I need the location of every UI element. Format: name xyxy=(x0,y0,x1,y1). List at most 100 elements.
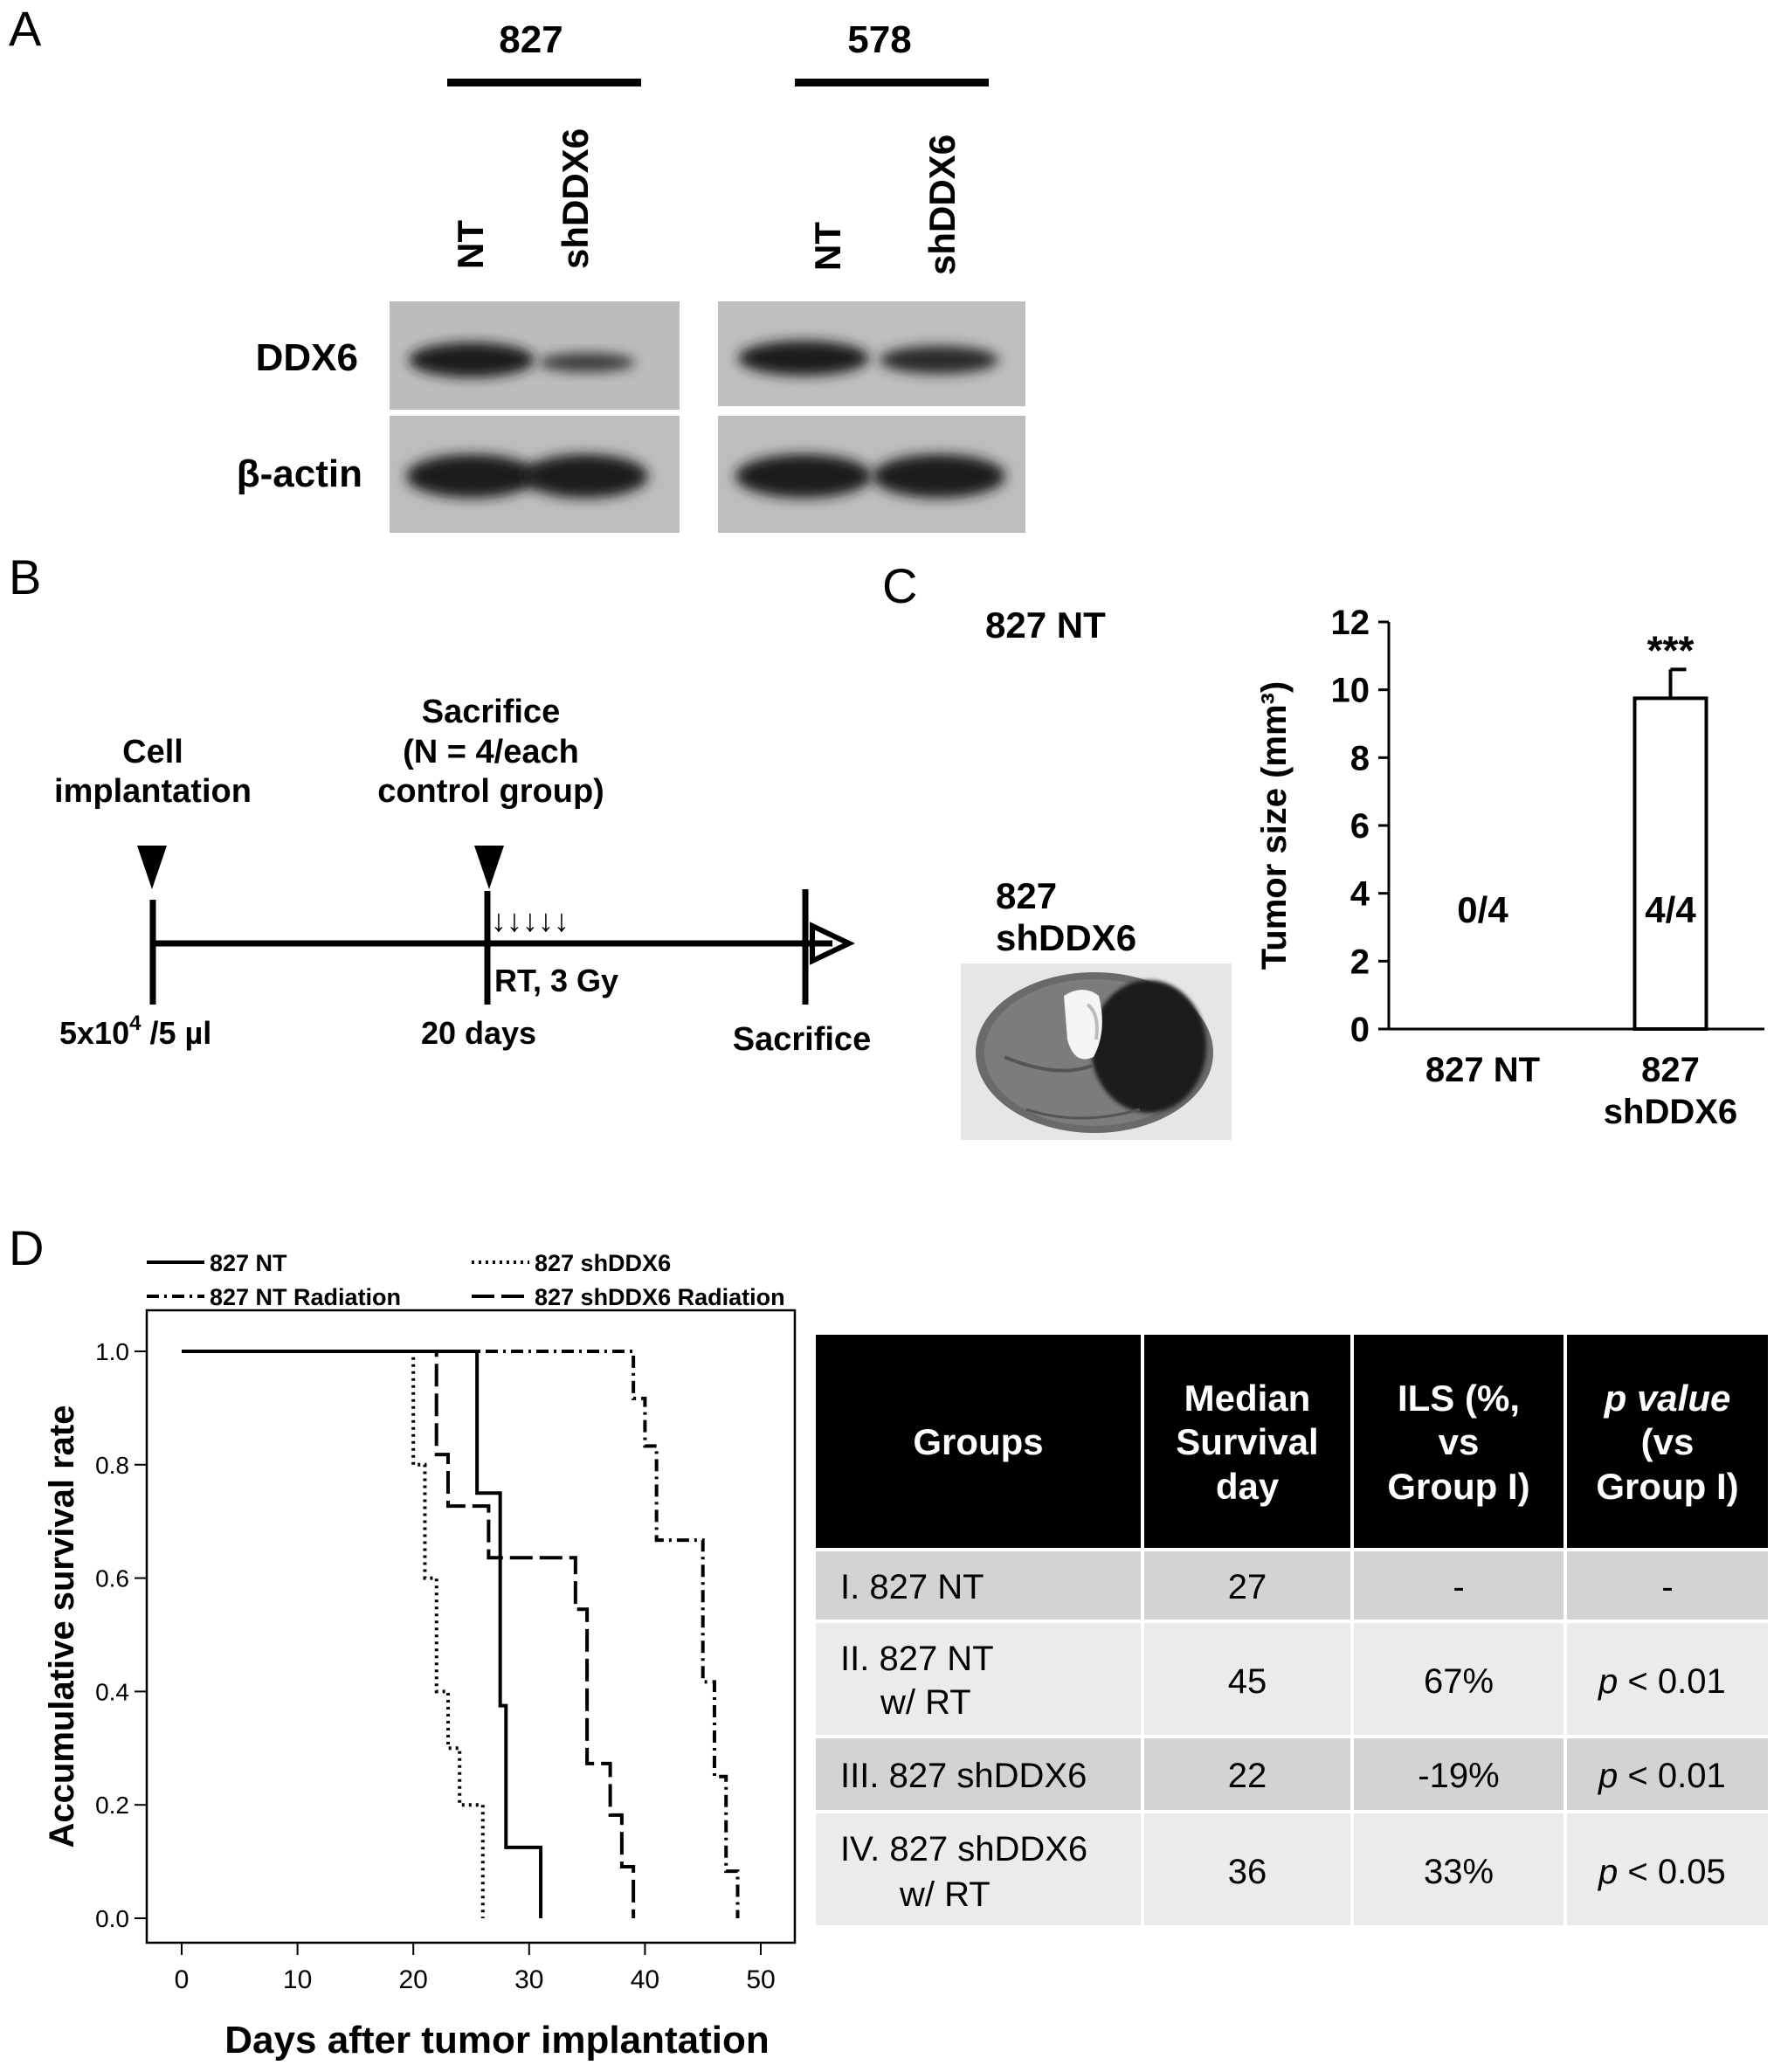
panel-a: A 827 578 NT shDDX6 NT shDDX6 DDX6 β-act… xyxy=(9,1,1025,533)
table-header-groups: Groups xyxy=(913,1421,1043,1462)
image-label-827-nt: 827 NT xyxy=(985,604,1106,646)
timeline-arrowhead xyxy=(810,922,855,965)
x-tick-label: 827 NT xyxy=(1425,1051,1540,1089)
brain-section-image xyxy=(961,963,1232,1140)
table-row: III. 827 shDDX6 22 -19% p < 0.01 xyxy=(816,1738,1768,1810)
legend-label: 827 shDDX6 Radiation xyxy=(535,1284,785,1310)
y-tick-label: 0.6 xyxy=(95,1565,129,1592)
lane-label-827-shddx6: shDDX6 xyxy=(555,128,596,269)
day-20-label: 20 days xyxy=(421,1015,536,1051)
legend-label: 827 shDDX6 xyxy=(535,1250,671,1276)
y-tick-label: 0.8 xyxy=(95,1452,129,1479)
image-label-827-shddx6-line1: 827 xyxy=(996,875,1057,916)
survival-table: Groups Median Survival day ILS (%, vs Gr… xyxy=(816,1335,1768,1925)
table-cell-ils: 33% xyxy=(1424,1853,1494,1891)
blot-row-label-actin: β-actin xyxy=(237,452,362,495)
y-tick-label: 4 xyxy=(1350,875,1370,914)
panel-letter-a: A xyxy=(9,1,42,56)
tumor-size-bar-chart: 0 2 4 6 8 10 12 Tumor size (mm³) 0/4 827 NT *** 4/4… xyxy=(1255,604,1764,1131)
x-tick-label: 30 xyxy=(514,1965,543,1994)
table-header-pvalue-line3: Group I) xyxy=(1596,1466,1738,1507)
rt-dose-label: RT, 3 Gy xyxy=(494,963,618,998)
y-tick-label: 2 xyxy=(1350,943,1370,981)
x-tick-label: shDDX6 xyxy=(1604,1093,1737,1131)
survival-curve xyxy=(182,1350,636,1918)
bar-data-label: 4/4 xyxy=(1645,889,1696,930)
table-cell-group: II. 827 NT xyxy=(840,1640,994,1678)
table-cell-group: IV. 827 shDDX6 xyxy=(840,1830,1087,1868)
group-label-578: 578 xyxy=(847,18,911,61)
table-header-median-line3: day xyxy=(1216,1466,1280,1507)
table-row: II. 827 NT w/ RT 45 67% p < 0.01 xyxy=(816,1623,1768,1735)
y-axis-label: Accumulative survival rate xyxy=(43,1406,81,1848)
table-cell-median: 45 xyxy=(1228,1662,1267,1701)
bar xyxy=(1632,696,1708,1031)
table-header-cell-groups xyxy=(816,1335,1141,1548)
legend-label: 827 NT xyxy=(210,1250,287,1276)
table-header-cell-ils xyxy=(1354,1335,1563,1548)
y-tick-label: 0.4 xyxy=(95,1678,129,1705)
bar-data-label: 0/4 xyxy=(1457,889,1508,930)
table-cell-median: 22 xyxy=(1228,1757,1267,1795)
y-tick-label: 0.0 xyxy=(95,1905,129,1932)
blot-row-label-ddx6: DDX6 xyxy=(256,336,358,379)
survival-curve xyxy=(182,1350,543,1918)
table-cell-group-sub: w/ RT xyxy=(899,1875,991,1914)
event-sacrifice-line2: (N = 4/each xyxy=(403,734,579,770)
plot-frame xyxy=(145,1309,797,1944)
table-cell-pvalue: p < 0.01 xyxy=(1598,1757,1726,1795)
table-cell-median: 27 xyxy=(1228,1568,1267,1606)
table-cell-group: I. 827 NT xyxy=(840,1568,984,1606)
x-tick-label: 827 xyxy=(1641,1051,1700,1089)
table-cell-pvalue: - xyxy=(1661,1568,1673,1606)
y-tick-label: 0 xyxy=(1350,1011,1370,1049)
event-sacrifice-line1: Sacrifice xyxy=(422,694,560,730)
panel-b: B Cell implantation Sacrifice (N = 4/eac… xyxy=(9,549,871,1058)
table-cell-group-sub: w/ RT xyxy=(880,1683,971,1722)
y-tick-label: 12 xyxy=(1331,604,1370,642)
survival-curve xyxy=(182,1350,740,1918)
panel-d: D 0 10 20 30 40 50 0.0 0.2 0.4 0.6 0.8 1.0 Days afte… xyxy=(9,1220,797,2062)
table-cell-ils: 67% xyxy=(1424,1662,1494,1701)
table-row: I. 827 NT 27 - - xyxy=(816,1551,1768,1620)
event-sacrifice-line3: control group) xyxy=(377,773,604,810)
marker-triangle-implantation xyxy=(137,846,167,889)
lane-label-578-nt: NT xyxy=(807,222,848,271)
x-tick-label: 0 xyxy=(175,1965,190,1994)
radiation-arrows: ↓↓↓↓↓ xyxy=(491,902,569,938)
table-cell-group: III. 827 shDDX6 xyxy=(840,1757,1087,1795)
survival-curve-chart: 0 10 20 30 40 50 0.0 0.2 0.4 0.6 0.8 1.0 Days after … xyxy=(43,1250,797,2062)
panel-letter-d: D xyxy=(9,1220,44,1275)
y-tick-label: 1.0 xyxy=(95,1338,129,1365)
table-header-median-line2: Survival xyxy=(1176,1421,1318,1462)
table-header-ils-line3: Group I) xyxy=(1387,1466,1529,1507)
western-blot-827 xyxy=(390,301,680,533)
table-cell-pvalue: p < 0.05 xyxy=(1598,1853,1726,1891)
cell-dose-label: 5x104 /5 µl xyxy=(59,1012,211,1051)
y-axis-label: Tumor size (mm³) xyxy=(1255,681,1294,970)
table-row: IV. 827 shDDX6 w/ RT 36 33% p < 0.05 xyxy=(816,1813,1768,1925)
table-header-cell-pvalue xyxy=(1567,1335,1768,1548)
group-bar-827 xyxy=(447,79,641,86)
legend-label: 827 NT Radiation xyxy=(210,1284,401,1310)
table-cell-median: 36 xyxy=(1228,1853,1267,1891)
table-cell-pvalue: p < 0.01 xyxy=(1598,1662,1726,1701)
lane-label-578-shddx6: shDDX6 xyxy=(922,135,963,275)
y-tick-label: 0.2 xyxy=(95,1792,129,1819)
marker-triangle-sacrifice xyxy=(474,846,504,889)
end-sacrifice-label: Sacrifice xyxy=(733,1021,871,1058)
x-tick-label: 10 xyxy=(283,1965,312,1994)
lane-label-827-nt: NT xyxy=(450,220,491,269)
table-cell-ils: -19% xyxy=(1418,1757,1499,1795)
x-tick-label: 50 xyxy=(746,1965,775,1994)
y-tick-label: 10 xyxy=(1331,672,1370,710)
y-tick-label: 8 xyxy=(1350,739,1370,777)
x-tick-label: 20 xyxy=(399,1965,428,1994)
table-header-ils-line2: vs xyxy=(1439,1421,1480,1462)
table-header-cell-median xyxy=(1144,1335,1350,1548)
significance-label: *** xyxy=(1647,627,1695,673)
group-label-827: 827 xyxy=(499,18,563,61)
panel-letter-c: C xyxy=(882,558,917,613)
table-cell-ils: - xyxy=(1453,1568,1464,1606)
